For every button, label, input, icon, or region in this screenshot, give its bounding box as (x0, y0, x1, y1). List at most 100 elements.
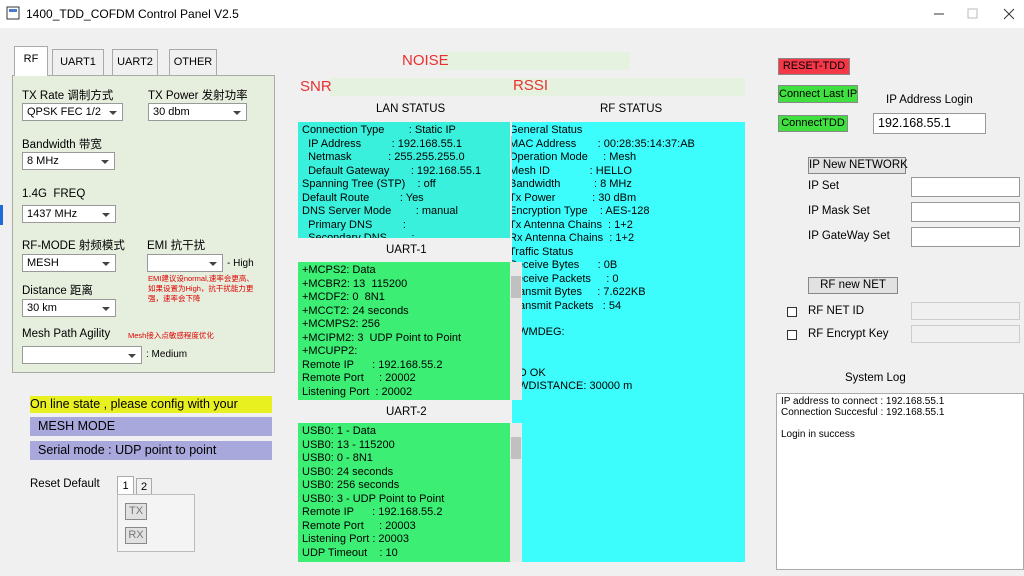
log-line: Connection Succesful : 192.168.55.1 (781, 407, 945, 418)
ip-field-input[interactable] (911, 202, 1020, 222)
dropdown[interactable]: 8 MHz (22, 152, 115, 170)
field-label: RF-MODE 射频模式 (22, 240, 125, 252)
dropdown[interactable] (22, 346, 142, 364)
field-label: TX Rate 调制方式 (22, 90, 114, 102)
tab[interactable]: OTHER (169, 49, 217, 75)
connect-last-ip-button[interactable]: Connect Last IP (778, 85, 858, 103)
list-row: +MCBR2: 13 115200 (302, 277, 408, 290)
field-label: Distance 距离 (22, 285, 93, 297)
list-row: +MCDF2: 0 8N1 (302, 291, 385, 303)
list-row: Primary DNS : (302, 218, 406, 231)
list-row: General Status (512, 124, 583, 136)
checkbox-label: RF NET ID (808, 305, 865, 317)
reset-tdd-button[interactable]: RESET-TDD (778, 58, 850, 75)
list-row: MWDISTANCE: 30000 m (512, 380, 633, 392)
checkbox-label: RF Encrypt Key (808, 328, 889, 340)
dropdown[interactable]: QPSK FEC 1/2 (22, 103, 123, 121)
list-row: USB0: 0 - 8N1 (302, 452, 373, 464)
scrollbar[interactable] (510, 423, 522, 562)
dropdown[interactable]: 1437 MHz (22, 205, 116, 223)
list-row: Listening Port : 20003 (302, 533, 410, 545)
list-row: +MCPS2: Data (302, 264, 376, 276)
list-row: Mesh ID : HELLO (512, 164, 632, 177)
tab[interactable]: RF (14, 46, 48, 76)
scrollbar[interactable] (510, 262, 522, 400)
mesh-note: Mesh接入点敏感程度优化 (128, 331, 214, 340)
dropdown[interactable]: 30 dbm (148, 103, 247, 121)
list-row: Transmit Bytes : 7.622KB (512, 286, 646, 298)
snr-bar (330, 78, 745, 96)
status-mode: MESH MODE (30, 417, 272, 436)
dropdown[interactable]: 30 km (22, 299, 116, 317)
rx-button[interactable]: RX (125, 527, 147, 544)
field-label: TX Power 发射功率 (148, 90, 248, 102)
tab[interactable]: UART1 (52, 49, 104, 75)
list-row: Secondary DNS : (302, 232, 415, 238)
ip-new-network-button[interactable]: IP New NETWORK (808, 157, 908, 174)
status-serial: Serial mode : UDP point to point (30, 441, 272, 460)
list-row: UDP Timeout : 10 (302, 546, 398, 559)
list-row: Bandwidth : 8 MHz (512, 178, 632, 190)
tx-button[interactable]: TX (125, 503, 147, 520)
uart1-title: UART-1 (386, 244, 427, 256)
mesh-level: : Medium (146, 349, 188, 360)
list-row: Rx Antenna Chains : 1+2 (512, 232, 635, 244)
title-bar (0, 0, 1024, 28)
list-row: +MCUPP2: (302, 345, 358, 357)
rf-status-title: RF STATUS (600, 103, 663, 115)
uart2-title: UART-2 (386, 406, 427, 418)
system-log: IP address to connect : 192.168.55.1 Conn… (776, 393, 1024, 570)
connect-tdd-button[interactable]: ConnectTDD (778, 115, 848, 132)
reset-tab[interactable]: 1 (117, 476, 134, 495)
list-row: Receive Bytes : 0B (512, 259, 618, 271)
list-row: Tx Antenna Chains : 1+2 (512, 218, 633, 231)
uart2-list: USB0: 1 - Data USB0: 13 - 115200 USB0: 0 -… (298, 423, 510, 562)
list-row: USB0: 3 - UDP Point to Point (302, 492, 445, 505)
list-row: MWMDEG: (512, 326, 565, 338)
list-row: +MCMPS2: 256 (302, 318, 380, 330)
edge-marker (0, 205, 3, 225)
list-row: Listening Port : 20002 (302, 385, 413, 398)
ip-field-input[interactable] (911, 177, 1020, 197)
field-label: EMI 抗干扰 (147, 240, 206, 252)
rf-field-input[interactable] (911, 302, 1020, 320)
emi-level: - High (227, 258, 254, 269)
reset-tab[interactable]: 2 (136, 478, 152, 495)
log-line: Login in success (781, 429, 855, 440)
checkbox[interactable] (787, 330, 797, 340)
list-row: Remote Port : 20003 (302, 519, 416, 532)
checkbox[interactable] (787, 307, 797, 317)
list-row: Remote IP : 192.168.55.2 (302, 358, 443, 371)
ip-login-input[interactable]: 192.168.55.1 (873, 113, 986, 134)
rf-field-input[interactable] (911, 325, 1020, 343)
rf-new-net-button[interactable]: RF new NET (808, 277, 898, 294)
ip-field-input[interactable] (911, 227, 1020, 247)
emi-note: EMI建议设normal,速率会更高、如果设置为High，抗干扰能力更强，速率会… (148, 274, 254, 303)
tab[interactable]: UART2 (112, 49, 158, 75)
log-line: IP address to connect : 192.168.55.1 (781, 396, 945, 407)
rssi-label: RSSI (513, 77, 549, 94)
list-row: Default Gateway : 192.168.55.1 (302, 164, 482, 177)
list-row: Receive Packets : 0 (512, 272, 619, 285)
ip-field-label: IP Mask Set (808, 205, 870, 217)
status-online: On line state , please config with your (30, 396, 272, 413)
list-row: Netmask : 255.255.255.0 (302, 151, 465, 163)
lan-status-title: LAN STATUS (376, 103, 446, 115)
dropdown[interactable] (147, 254, 223, 272)
list-row: Spanning Tree (STP) : off (302, 178, 436, 190)
field-label: Mesh Path Agility (22, 328, 111, 340)
list-row: Tx Power : 30 dBm (512, 191, 637, 204)
list-row: Encryption Type : AES-128 (512, 205, 650, 217)
snr-label: SNR (300, 78, 332, 95)
list-row: MO OK (512, 366, 546, 379)
dropdown[interactable]: MESH (22, 254, 116, 272)
uart1-list: +MCPS2: Data +MCBR2: 13 115200 +MCDF2: 0 8… (298, 262, 510, 400)
list-row: : (512, 353, 741, 367)
list-row: Transmit Packets : 54 (512, 299, 622, 312)
field-label: Bandwidth 带宽 (22, 139, 102, 151)
list-row: Default Route : Yes (302, 191, 424, 204)
list-row: Operation Mode : Mesh (512, 151, 637, 163)
window-controls[interactable] (920, 0, 1024, 28)
list-row: IP Address : 192.168.55.1 (302, 137, 463, 150)
